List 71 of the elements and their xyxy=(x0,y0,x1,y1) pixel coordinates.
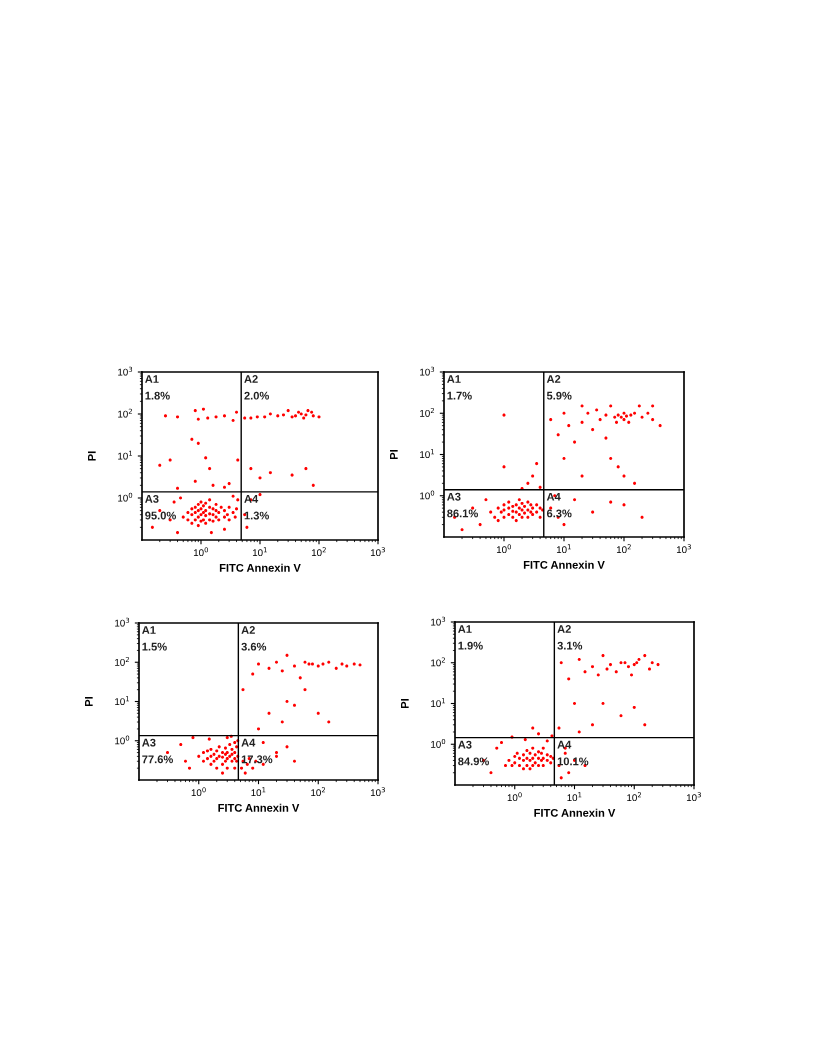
annotation: A2 xyxy=(241,626,255,634)
x-tick-label: 10$^{2}$ xyxy=(627,792,642,802)
x-axis-title: FITC Annexin V xyxy=(523,560,605,569)
annotation: 1.8% xyxy=(145,391,170,400)
x-axis-title: FITC Annexin V xyxy=(534,808,616,817)
y-tick-label: 10$^{2}$ xyxy=(118,408,132,418)
annotation: A3 xyxy=(142,738,156,747)
annotation: 1.3% xyxy=(244,511,269,520)
x-tick-label: 10$^{3}$ xyxy=(676,544,691,554)
x-tick-label: 10$^{3}$ xyxy=(370,787,385,797)
annotation: A4 xyxy=(244,495,259,503)
y-tick-label: 10$^{3}$ xyxy=(431,616,446,626)
x-tick-label: 10$^{0}$ xyxy=(193,547,209,557)
annotation: 1.5% xyxy=(142,642,167,651)
x-tick-label: 10$^{2}$ xyxy=(616,544,631,554)
x-tick-label: 10$^{0}$ xyxy=(507,792,522,802)
y-tick-label: 10$^{1}$ xyxy=(431,698,446,708)
annotation: 95.0% xyxy=(145,511,176,520)
x-tick-label: 10$^{3}$ xyxy=(686,792,701,802)
y-tick-label: 10$^{0}$ xyxy=(115,735,130,745)
annotation: A3 xyxy=(458,740,472,749)
y-tick-label: 10$^{1}$ xyxy=(118,450,133,460)
annotation: 86.1% xyxy=(447,509,478,518)
x-axis-title: FITC Annexin V xyxy=(219,563,301,572)
annotation: A4 xyxy=(546,492,561,501)
annotation: 1.7% xyxy=(447,391,472,400)
y-tick-label: 10$^{1}$ xyxy=(115,696,130,706)
y-tick-label: 10$^{2}$ xyxy=(431,657,445,667)
x-axis-title: FITC Annexin V xyxy=(218,803,300,812)
y-axis-title: PI xyxy=(401,698,409,709)
y-tick-label: 10$^{0}$ xyxy=(420,490,435,500)
y-axis-title: PI xyxy=(88,451,96,461)
y-tick-label: 10$^{0}$ xyxy=(431,738,446,748)
y-axis-title: PI xyxy=(390,449,398,460)
x-tick-label: 10$^{1}$ xyxy=(251,787,266,797)
y-axis-title: PI xyxy=(85,696,93,707)
x-tick-label: 10$^{2}$ xyxy=(311,787,326,797)
x-tick-label: 10$^{2}$ xyxy=(311,547,326,557)
annotation: A4 xyxy=(557,740,572,749)
annotation: 84.9% xyxy=(458,757,489,766)
annotation: A2 xyxy=(557,625,571,633)
x-tick-label: 10$^{1}$ xyxy=(567,792,582,802)
y-tick-label: 10$^{0}$ xyxy=(118,492,133,502)
annotation: A4 xyxy=(241,738,256,747)
annotation: 2.0% xyxy=(244,391,269,400)
annotation: A1 xyxy=(447,375,461,383)
y-tick-label: 10$^{3}$ xyxy=(118,366,133,376)
annotation: 3.6% xyxy=(241,642,267,651)
annotation: 10.1% xyxy=(557,757,589,766)
annotation: A1 xyxy=(145,375,159,383)
x-tick-label: 10$^{1}$ xyxy=(556,544,571,554)
annotation: A3 xyxy=(447,492,461,501)
annotation: A2 xyxy=(244,375,258,383)
annotation: 5.9% xyxy=(546,391,572,400)
y-tick-label: 10$^{2}$ xyxy=(115,656,129,666)
annotation: 1.9% xyxy=(458,641,483,650)
y-tick-label: 10$^{3}$ xyxy=(420,366,435,376)
annotation: A3 xyxy=(145,494,159,503)
y-tick-label: 10$^{2}$ xyxy=(420,407,434,417)
annotation: A1 xyxy=(142,626,156,634)
x-tick-label: 10$^{0}$ xyxy=(496,544,512,554)
annotation: A1 xyxy=(458,625,472,633)
annotation: 3.1% xyxy=(557,641,583,650)
y-tick-label: 10$^{3}$ xyxy=(115,617,130,627)
x-tick-label: 10$^{0}$ xyxy=(191,787,206,797)
x-tick-label: 10$^{3}$ xyxy=(370,547,385,557)
annotation: 6.3% xyxy=(546,509,572,518)
annotation: A2 xyxy=(546,375,561,383)
y-tick-label: 10$^{1}$ xyxy=(420,449,435,459)
annotation: 77.6% xyxy=(142,755,173,764)
x-tick-label: 10$^{1}$ xyxy=(252,547,267,557)
